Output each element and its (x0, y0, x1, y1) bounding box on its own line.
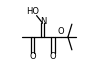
Text: HO: HO (27, 7, 40, 16)
Text: N: N (40, 17, 46, 26)
Text: O: O (29, 52, 36, 61)
Text: O: O (50, 52, 56, 61)
Text: O: O (58, 27, 64, 36)
